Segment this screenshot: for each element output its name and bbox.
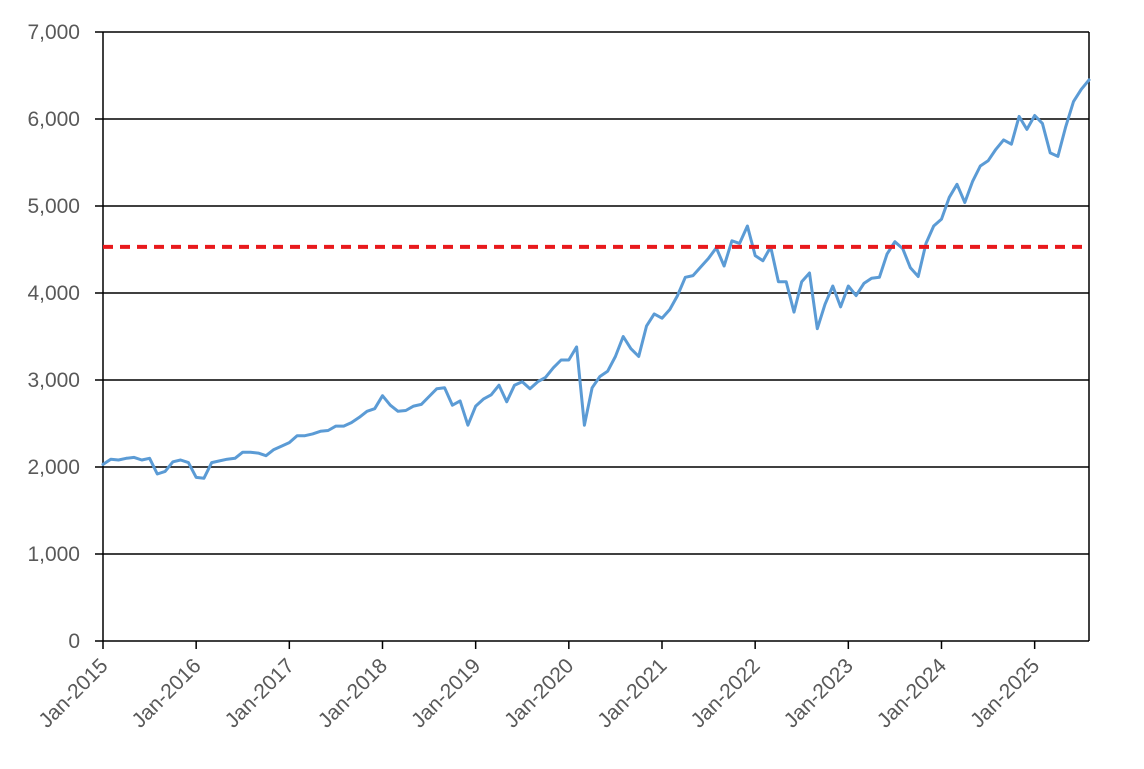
x-tick-label: Jan-2022 xyxy=(687,654,765,732)
x-tick-label: Jan-2015 xyxy=(34,654,112,732)
x-tick-label: Jan-2023 xyxy=(780,654,858,732)
series-line xyxy=(101,78,1091,480)
y-tick-label: 0 xyxy=(68,630,80,653)
gridlines xyxy=(103,31,1090,641)
y-tick-label: 2,000 xyxy=(27,456,80,479)
y-tick-label: 4,000 xyxy=(27,282,80,305)
x-tick-label: Jan-2021 xyxy=(593,654,671,732)
x-tick-label: Jan-2024 xyxy=(873,654,951,732)
x-tick-label: Jan-2017 xyxy=(221,654,299,732)
x-axis-tick-labels: Jan-2015 Jan-2016 Jan-2017 Jan-2018 Jan-2019… xyxy=(34,641,1044,732)
y-axis-tick-labels: 0 1,000 2,000 3,000 4,000 5,000 6,000 7,000 xyxy=(27,21,103,653)
x-axis xyxy=(102,32,1089,642)
x-tick-label: Jan-2025 xyxy=(966,654,1044,732)
x-tick-label: Jan-2016 xyxy=(128,654,206,732)
x-tick-label: Jan-2020 xyxy=(500,654,578,732)
x-tick-label: Jan-2019 xyxy=(407,654,485,732)
y-tick-label: 6,000 xyxy=(27,108,80,131)
y-tick-label: 5,000 xyxy=(27,195,80,218)
y-tick-label: 3,000 xyxy=(27,369,80,392)
x-tick-label: Jan-2018 xyxy=(314,654,392,732)
y-tick-label: 1,000 xyxy=(27,543,80,566)
series-group xyxy=(101,78,1091,480)
y-tick-label: 7,000 xyxy=(27,21,80,44)
